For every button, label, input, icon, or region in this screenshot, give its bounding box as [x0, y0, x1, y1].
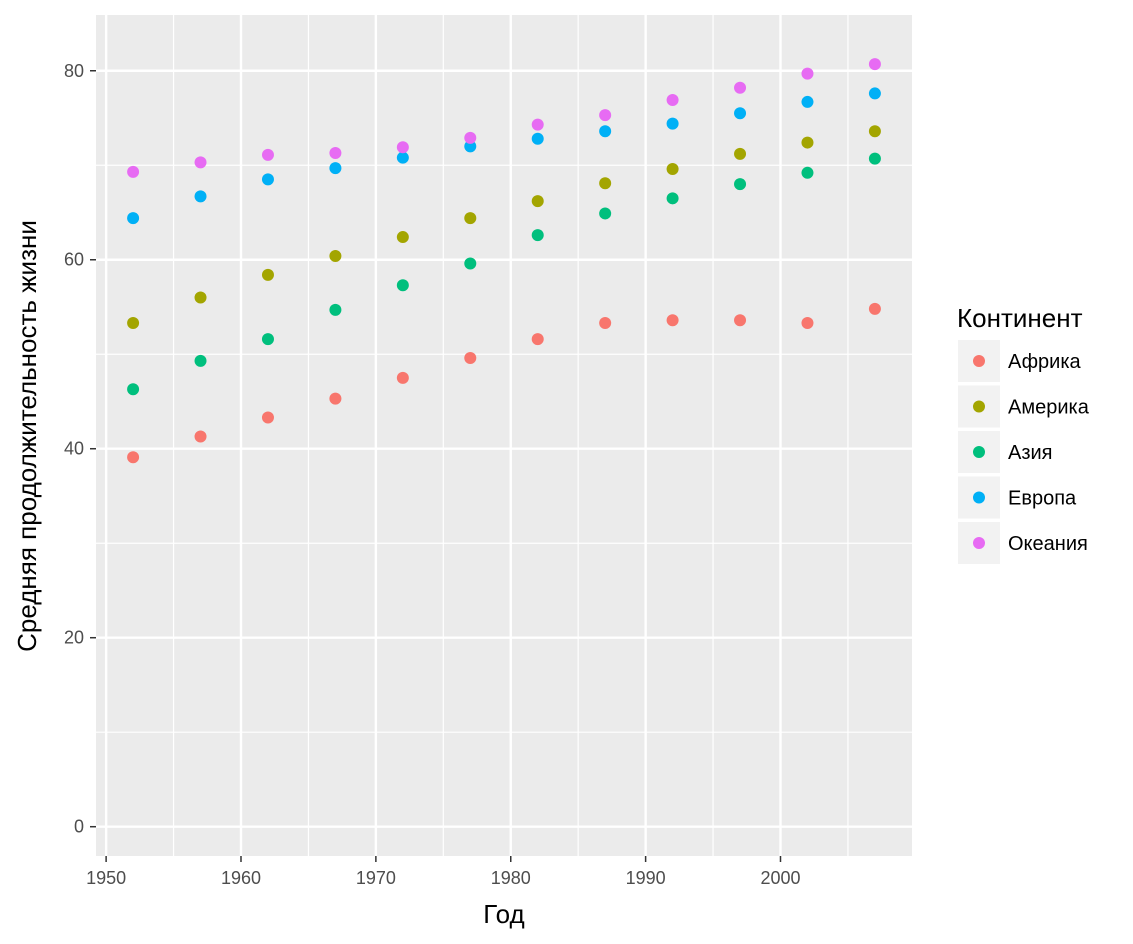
x-axis: 1950 1960 1970 1980 1990 2000	[86, 856, 801, 888]
data-point	[464, 212, 477, 225]
data-point	[396, 141, 409, 154]
x-axis-title: Год	[483, 899, 524, 929]
data-point	[194, 190, 207, 203]
data-point	[329, 162, 342, 175]
data-point	[396, 151, 409, 164]
data-points	[127, 58, 881, 464]
data-point	[531, 195, 544, 208]
data-point	[801, 67, 814, 80]
legend-label: Америка	[1008, 397, 1090, 419]
data-point	[666, 314, 679, 327]
data-point	[868, 302, 881, 315]
x-tick-label: 1960	[221, 868, 261, 888]
data-point	[329, 249, 342, 262]
data-point	[734, 314, 747, 327]
data-point	[261, 173, 274, 186]
data-point	[666, 117, 679, 130]
data-point	[734, 107, 747, 120]
data-point	[261, 411, 274, 424]
data-point	[734, 178, 747, 191]
data-point	[868, 58, 881, 71]
data-point	[801, 317, 814, 330]
legend-marker	[973, 400, 985, 413]
y-tick-label: 20	[64, 628, 84, 648]
y-tick-label: 40	[64, 439, 84, 459]
data-point	[127, 212, 140, 225]
data-point	[464, 257, 477, 270]
legend-label: Европа	[1008, 488, 1077, 510]
x-tick-label: 1990	[626, 868, 666, 888]
data-point	[127, 383, 140, 396]
data-point	[261, 268, 274, 281]
data-point	[396, 279, 409, 292]
data-point	[464, 352, 477, 365]
data-point	[666, 94, 679, 107]
legend: Континент Африка Америка Азия Европа Океания	[957, 303, 1090, 564]
legend-marker	[973, 537, 985, 549]
data-point	[531, 132, 544, 145]
grid-major	[96, 15, 912, 856]
data-point	[599, 317, 612, 330]
data-point	[868, 87, 881, 100]
data-point	[801, 166, 814, 179]
y-tick-label: 80	[64, 61, 84, 81]
y-tick-label: 60	[64, 250, 84, 270]
x-tick-label: 1980	[491, 868, 531, 888]
legend-marker	[973, 355, 985, 367]
data-point	[599, 125, 612, 138]
data-point	[464, 140, 477, 153]
legend-items: Африка Америка Азия Европа Океания	[958, 340, 1090, 564]
data-point	[868, 125, 881, 138]
data-point	[329, 392, 342, 405]
data-point	[329, 303, 342, 316]
legend-label: Азия	[1008, 442, 1053, 464]
data-point	[194, 156, 207, 169]
data-point	[531, 333, 544, 346]
data-point	[127, 317, 140, 330]
legend-marker	[973, 446, 985, 458]
y-tick-label: 0	[74, 817, 84, 837]
data-point	[734, 147, 747, 160]
data-point	[801, 95, 814, 108]
data-point	[194, 430, 207, 443]
data-point	[801, 136, 814, 149]
data-point	[396, 231, 409, 244]
legend-label: Океания	[1008, 533, 1088, 555]
grid-minor	[96, 15, 912, 856]
data-point	[868, 152, 881, 165]
data-point	[599, 207, 612, 220]
y-axis-title: Средняя продолжительность жизни	[12, 220, 42, 652]
data-point	[599, 177, 612, 190]
data-point	[531, 118, 544, 131]
data-point	[194, 354, 207, 367]
data-point	[396, 371, 409, 384]
x-tick-label: 1970	[356, 868, 396, 888]
x-tick-label: 2000	[760, 868, 800, 888]
data-point	[599, 109, 612, 122]
data-point	[194, 291, 207, 304]
plot-panel	[96, 15, 912, 856]
data-point	[261, 333, 274, 346]
data-point	[127, 165, 140, 178]
data-point	[464, 131, 477, 144]
data-point	[666, 163, 679, 176]
y-axis: 0 20 40 60 80	[64, 61, 96, 837]
data-point	[531, 229, 544, 242]
legend-marker	[973, 491, 985, 504]
legend-label: Африка	[1008, 351, 1082, 373]
data-point	[329, 146, 342, 159]
x-tick-label: 1950	[86, 868, 126, 888]
legend-title: Континент	[957, 303, 1083, 333]
data-point	[666, 192, 679, 205]
data-point	[261, 148, 274, 161]
data-point	[127, 451, 140, 464]
data-point	[734, 81, 747, 94]
